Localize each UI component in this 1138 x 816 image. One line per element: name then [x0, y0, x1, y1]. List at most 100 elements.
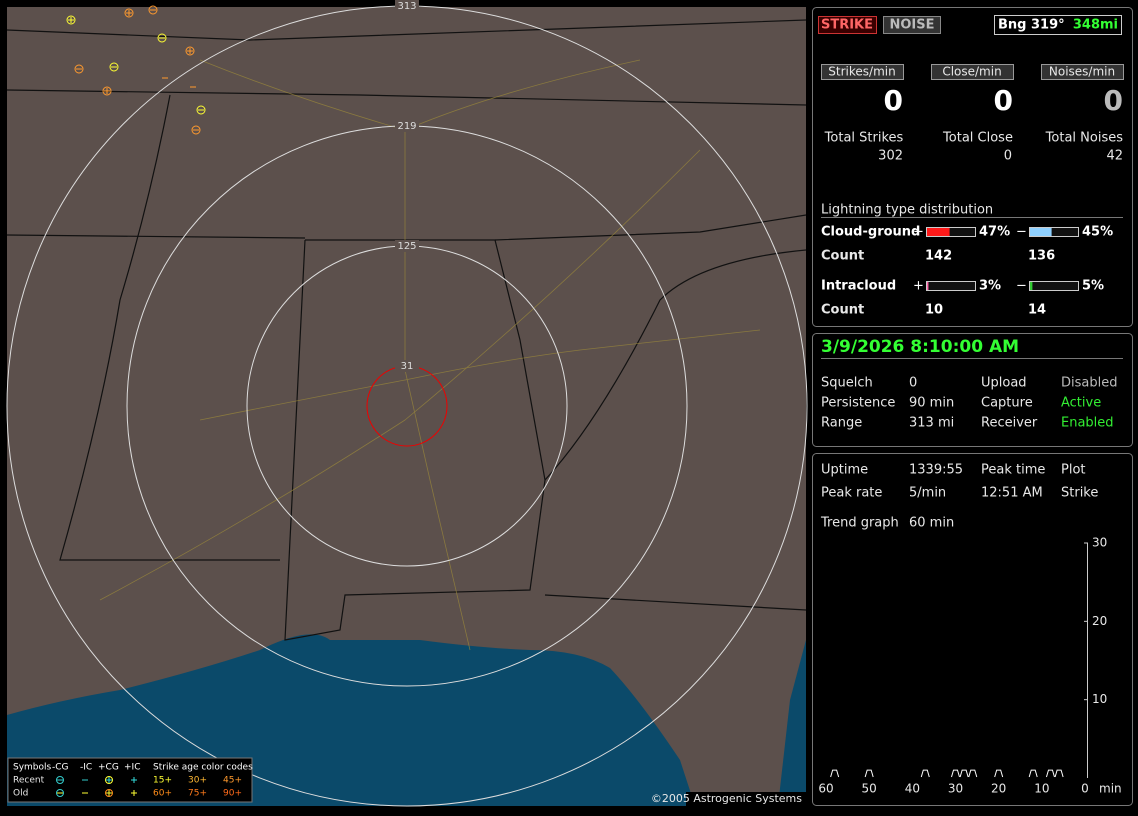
x-tick-label: 30	[948, 782, 963, 796]
legend-box	[7, 757, 253, 803]
trend-bump	[968, 769, 978, 778]
trend-bump	[920, 769, 930, 778]
legend-age: 90+	[223, 789, 242, 799]
setting: Disabled	[1061, 376, 1117, 391]
setting: Squelch	[821, 376, 873, 391]
ring-label-bg	[395, 240, 419, 252]
trend-bump	[1028, 769, 1038, 778]
strike-symbol	[102, 86, 112, 96]
setting: Capture	[981, 396, 1033, 411]
legend-row-label: Old	[13, 789, 28, 799]
percent-label: 3%	[979, 279, 1001, 294]
legend-symbol	[105, 789, 113, 797]
stat: Peak time	[981, 463, 1045, 478]
ring-label-bg	[395, 0, 419, 12]
legend-age: 60+	[153, 789, 172, 799]
copyright-box	[686, 792, 806, 806]
percent-label: 47%	[979, 225, 1010, 240]
ring-label: 313	[397, 1, 416, 12]
trend-bump	[830, 769, 840, 778]
trend-bump	[959, 769, 969, 778]
setting: 90 min	[909, 396, 954, 411]
x-tick-label: 10	[1034, 782, 1049, 796]
setting: 313 mi	[909, 416, 954, 431]
legend-age: 15+	[153, 776, 172, 786]
noise-button[interactable]	[883, 16, 941, 34]
legend-header: -IC	[80, 763, 92, 773]
strike-symbol	[157, 33, 167, 43]
x-unit: min	[1099, 782, 1122, 796]
trend-bump	[951, 769, 960, 778]
datetime: 3/9/2026 8:10:00 AM	[821, 337, 1019, 357]
strike-symbol	[66, 15, 76, 25]
trend-bump	[1045, 769, 1055, 778]
total-value: 302	[878, 149, 903, 164]
panels	[812, 7, 1133, 806]
state-borders	[6, 19, 807, 641]
count-value: 10	[925, 303, 943, 318]
strike-button[interactable]	[818, 16, 877, 34]
total-value: 0	[1004, 149, 1012, 164]
panel-counters	[812, 7, 1133, 327]
distribution-title: Lightning type distribution	[821, 203, 993, 218]
legend-header: Symbols	[13, 763, 52, 773]
strike-symbol	[148, 5, 158, 15]
noise-button-label: NOISE	[889, 18, 934, 33]
bar-frame	[926, 227, 976, 237]
count-label: Count	[821, 303, 864, 318]
panel-settings	[812, 333, 1133, 447]
legend-header: +IC	[124, 763, 140, 773]
legend-age: 30+	[188, 776, 207, 786]
rate-label-box	[821, 64, 904, 80]
strike-symbol	[185, 46, 195, 56]
count-value: 142	[925, 249, 952, 264]
total-label: Total Strikes	[824, 131, 904, 146]
sign: +	[913, 279, 924, 294]
rate-value: 0	[994, 84, 1013, 117]
setting: Persistence	[821, 396, 895, 411]
trend-label: 60 min	[909, 516, 954, 531]
setting: Upload	[981, 376, 1027, 391]
stat: Strike	[1061, 486, 1098, 501]
strike-symbol	[74, 64, 84, 74]
strike-symbol	[191, 125, 201, 135]
count-value: 136	[1028, 249, 1055, 264]
strike-symbol	[109, 62, 119, 72]
stat: 5/min	[909, 486, 946, 501]
legend-header: Strike age color codes	[153, 763, 253, 773]
strike-symbol	[124, 8, 134, 18]
roads	[99, 59, 761, 651]
strike-button-label: STRIKE	[821, 18, 873, 33]
setting: Receiver	[981, 416, 1038, 431]
distance: 348mi	[1073, 18, 1118, 33]
count-label: Count	[821, 249, 864, 264]
copyright: ©2005 Astrogenic Systems	[651, 792, 802, 805]
bar	[927, 228, 950, 236]
type-label: Cloud-ground	[821, 225, 920, 240]
legend-age: 45+	[223, 776, 242, 786]
ring-label: 125	[397, 241, 416, 252]
total-value: 42	[1106, 149, 1123, 164]
ring-label-bg	[395, 360, 419, 372]
legend-age: 75+	[188, 789, 207, 799]
sign: +	[913, 225, 924, 240]
bar-frame	[1029, 227, 1079, 237]
total-label: Total Noises	[1045, 131, 1124, 146]
rate-label: Strikes/min	[828, 65, 895, 79]
bearing: Bng 319°	[998, 18, 1065, 33]
legend-symbol	[56, 789, 64, 797]
rate-label: Close/min	[942, 65, 1001, 79]
legend-symbol	[56, 776, 64, 784]
rate-label-box	[1041, 64, 1124, 80]
y-tick-label: 20	[1092, 614, 1107, 628]
setting: Enabled	[1061, 416, 1114, 431]
trend-label: Trend graph	[820, 516, 899, 531]
legend-symbol	[105, 776, 113, 784]
stat: 1339:55	[909, 463, 963, 478]
stat: Uptime	[821, 463, 868, 478]
rate-label-box	[931, 64, 1014, 80]
setting: Range	[821, 416, 862, 431]
trend-bump	[1054, 769, 1064, 778]
stat: 12:51 AM	[981, 486, 1043, 501]
